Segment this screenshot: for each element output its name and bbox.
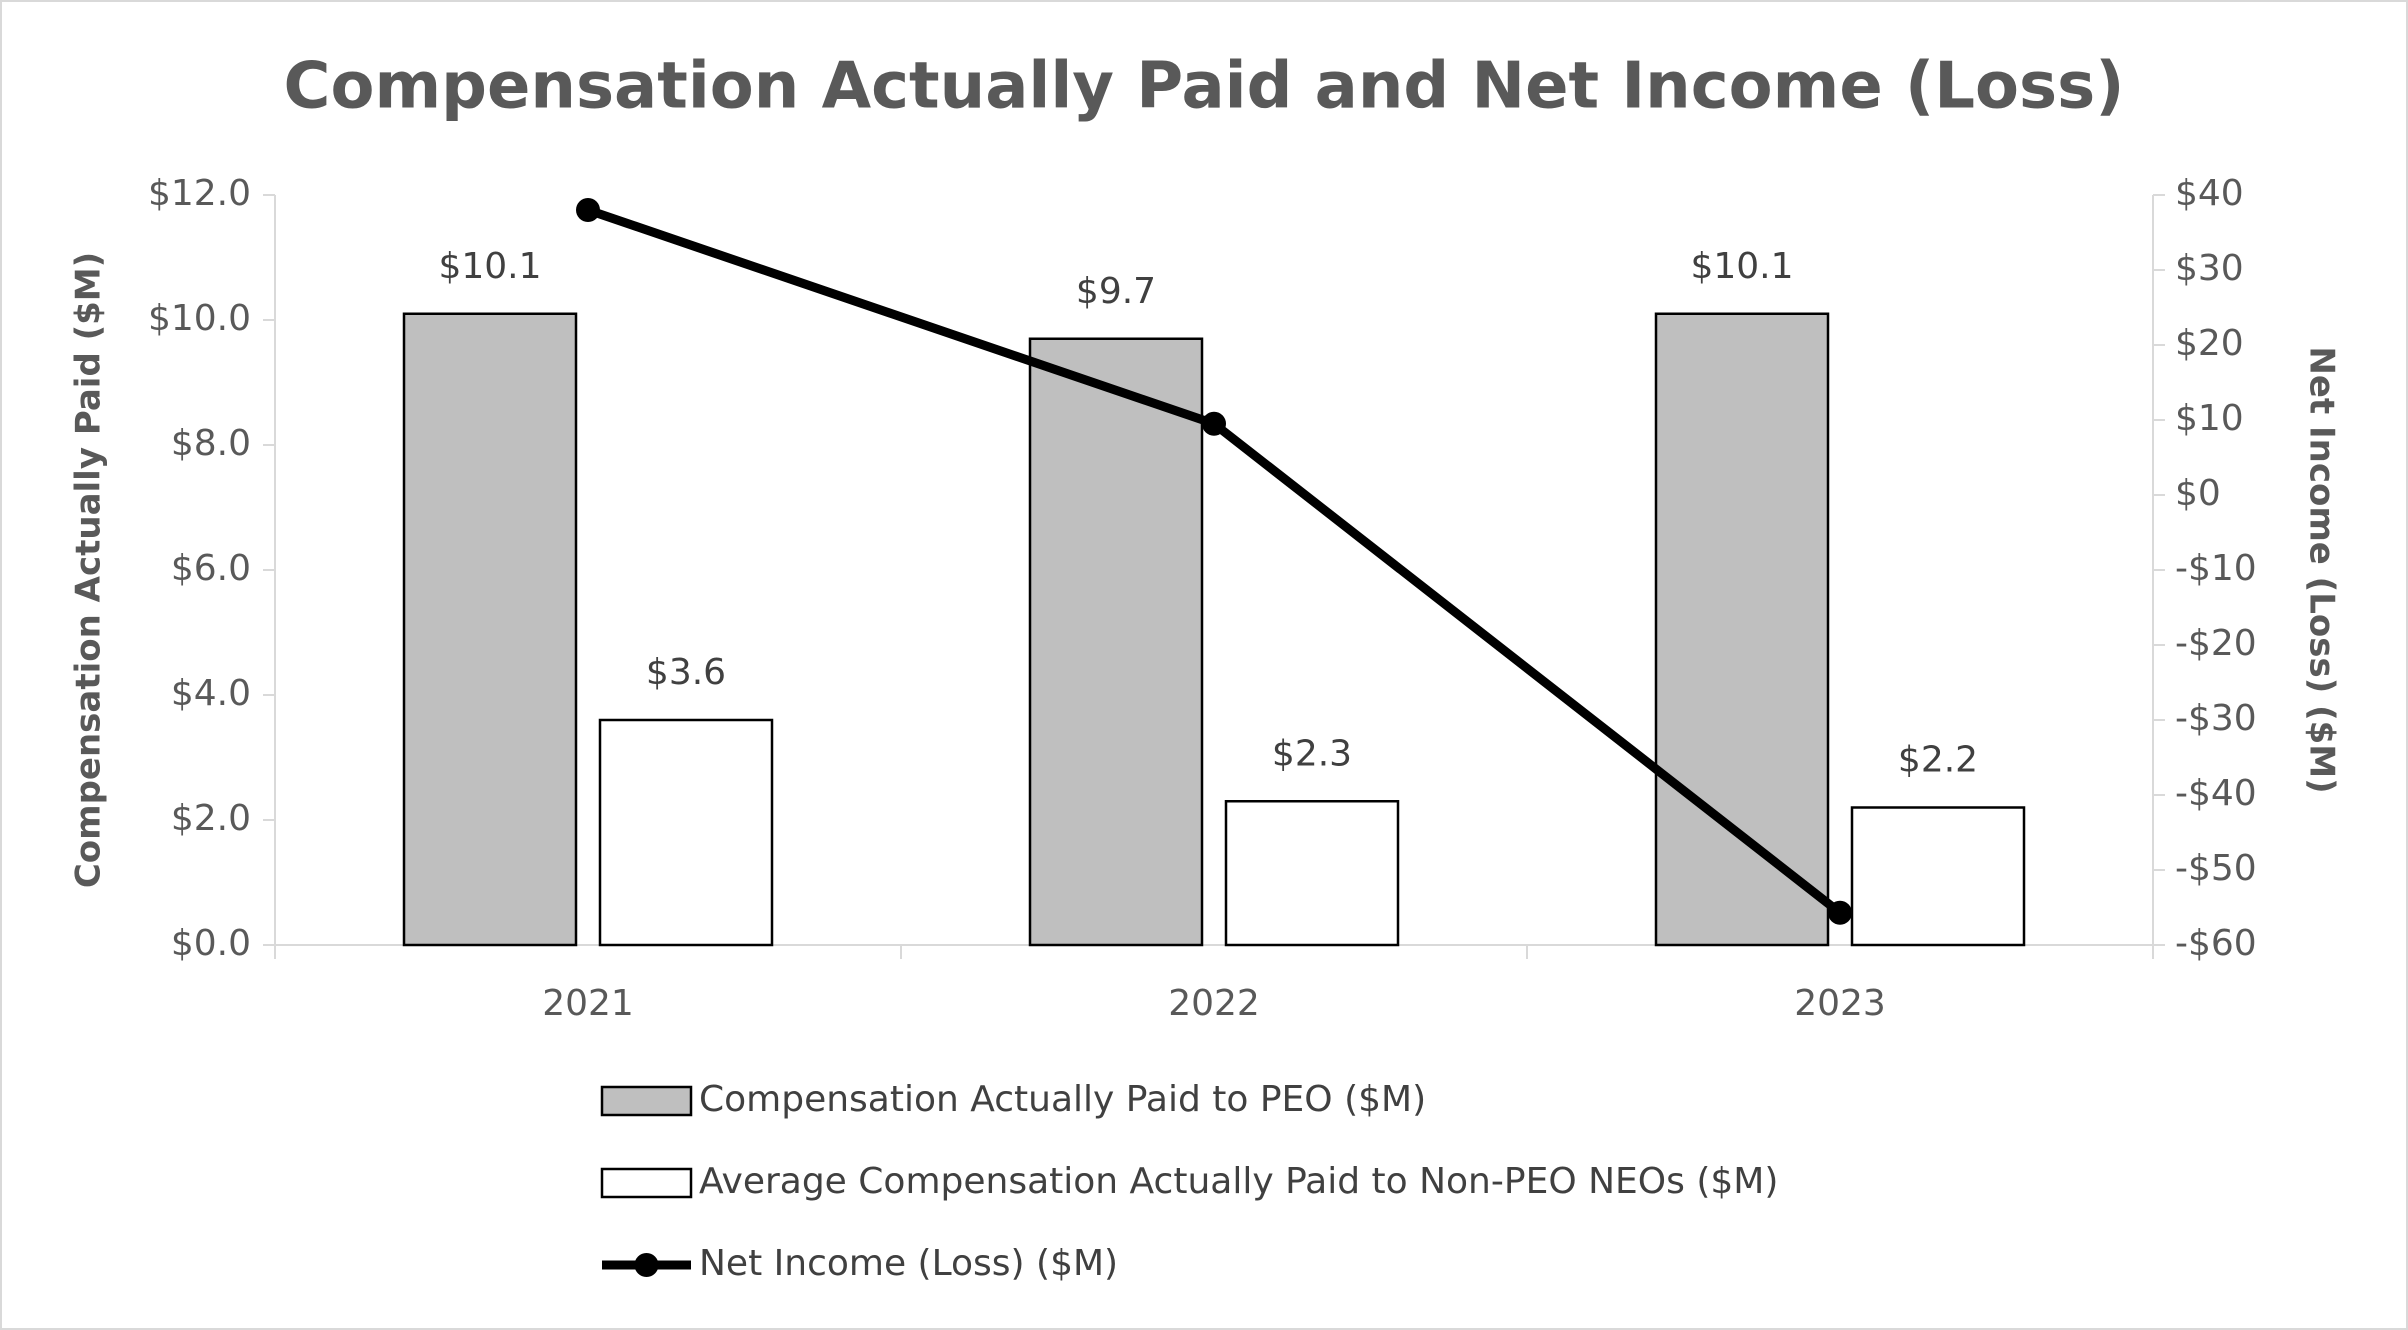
legend-swatch [600, 1085, 693, 1117]
y2-tick-label: -$50 [2175, 848, 2257, 889]
y-tick-label: $12.0 [148, 173, 251, 214]
y2-tick-label: -$30 [2175, 698, 2257, 739]
bar [1654, 312, 1830, 947]
bar [402, 312, 578, 947]
y-tick-label: $6.0 [171, 548, 251, 589]
y2-tick-label: -$10 [2175, 548, 2257, 589]
bar [1850, 806, 2026, 947]
data-label: $10.1 [1690, 246, 1793, 287]
y-tick-label: $10.0 [148, 298, 251, 339]
data-label: $2.3 [1272, 733, 1352, 774]
legend-label: Average Compensation Actually Paid to No… [699, 1161, 1778, 1202]
legend-label: Compensation Actually Paid to PEO ($M) [699, 1079, 1426, 1120]
y2-tick-label: $30 [2175, 248, 2244, 289]
x-tick-label: 2023 [1794, 983, 1886, 1024]
data-label: $10.1 [438, 246, 541, 287]
data-label: $9.7 [1076, 271, 1156, 312]
y-tick-label: $4.0 [171, 673, 251, 714]
y2-tick-label: -$20 [2175, 623, 2257, 664]
y2-tick-label: -$60 [2175, 923, 2257, 964]
y2-tick-label: $0 [2175, 473, 2221, 514]
y2-tick-label: $40 [2175, 173, 2244, 214]
data-label: $2.2 [1898, 740, 1978, 781]
y2-tick-label: $20 [2175, 323, 2244, 364]
y-axis-title: Compensation Actually Paid ($M) [69, 252, 109, 888]
x-tick-label: 2021 [542, 983, 634, 1024]
bar [1028, 337, 1204, 947]
chart-title: Compensation Actually Paid and Net Incom… [284, 50, 2125, 124]
legend-label: Net Income (Loss) ($M) [699, 1243, 1118, 1284]
bar [598, 718, 774, 947]
legend-marker [634, 1253, 659, 1277]
line-marker [1828, 900, 1852, 925]
y-tick-label: $0.0 [171, 923, 251, 964]
y-tick-label: $2.0 [171, 798, 251, 839]
x-tick-label: 2022 [1168, 983, 1260, 1024]
legend-swatch [600, 1167, 693, 1199]
y2-axis-title: Net Income (Loss) ($M) [2302, 346, 2342, 793]
y2-tick-label: -$40 [2175, 773, 2257, 814]
data-label: $3.6 [646, 652, 726, 693]
y2-tick-label: $10 [2175, 398, 2244, 439]
line-marker [1202, 411, 1226, 436]
bar [1224, 800, 1400, 947]
line-marker [576, 198, 600, 222]
y-tick-label: $8.0 [171, 423, 251, 464]
